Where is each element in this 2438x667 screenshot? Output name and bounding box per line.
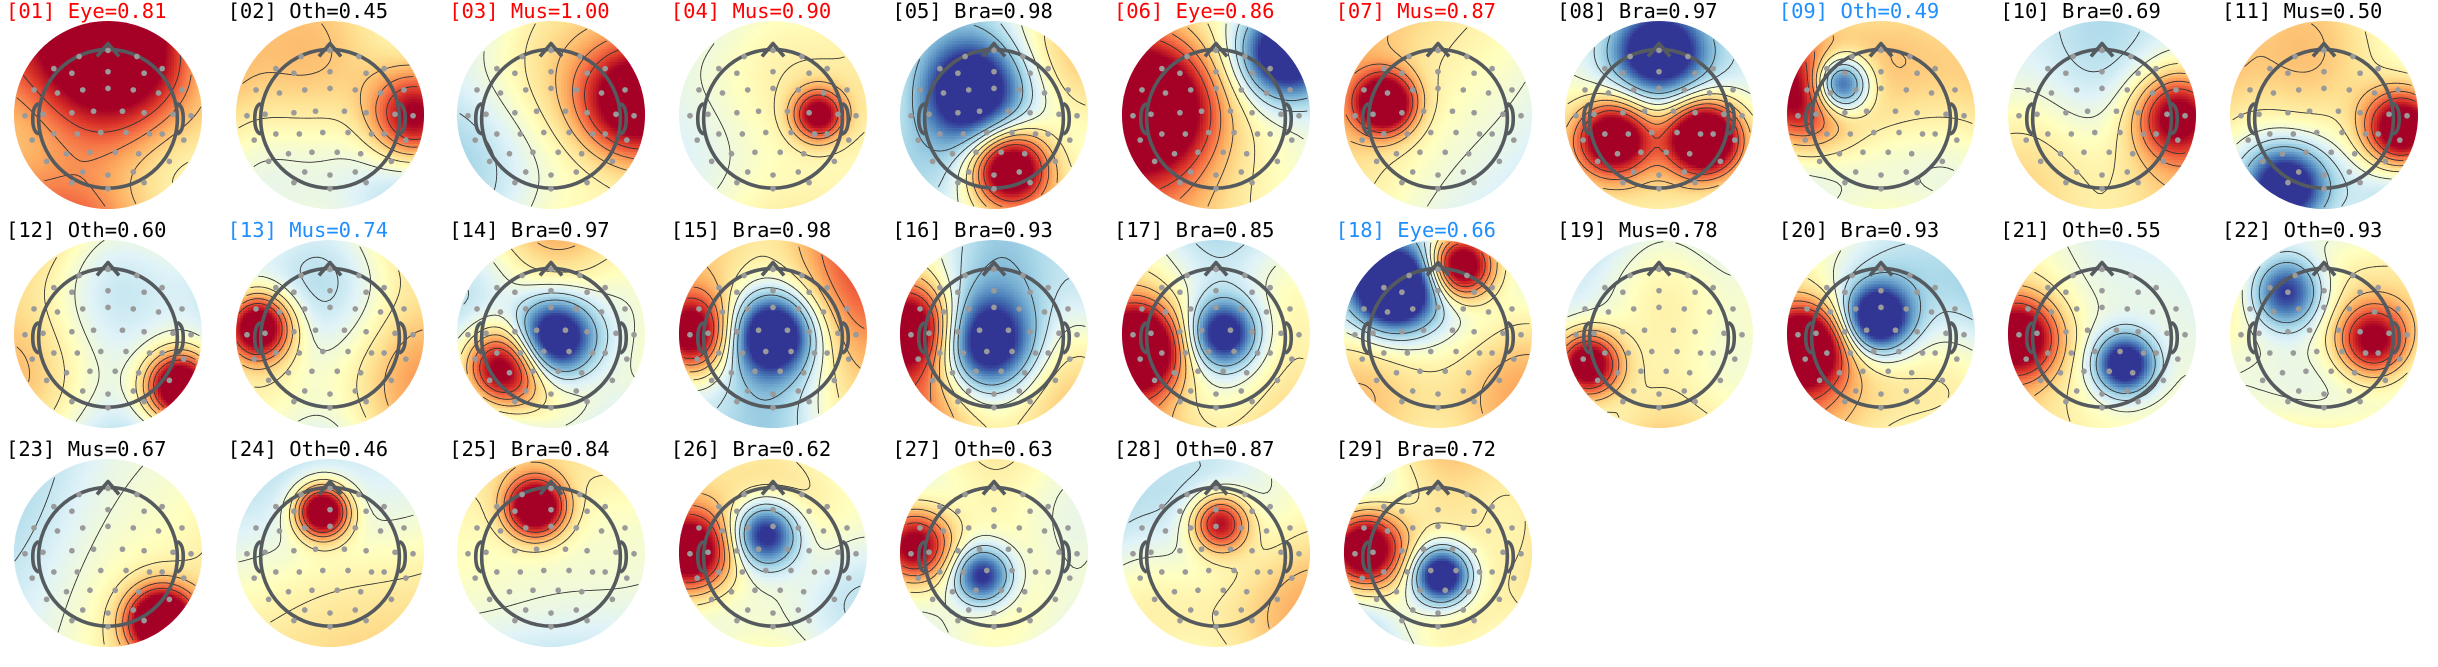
topomap-12[interactable] [8,243,208,431]
topomap-canvas [230,458,430,648]
topomap-cell-21[interactable]: [21] Oth=0.55 [1994,219,2216,438]
topomap-14[interactable] [451,243,651,431]
topomap-cell-26[interactable]: [26] Bra=0.62 [665,438,887,657]
topomap-cell-12[interactable]: [12] Oth=0.60 [0,219,222,438]
topomap-28[interactable] [1116,462,1316,650]
topomap-07[interactable] [1338,24,1538,212]
topomap-canvas [2224,239,2424,429]
topomap-canvas [8,239,208,429]
topomap-27[interactable] [894,462,1094,650]
topomap-canvas [1116,239,1316,429]
topomap-canvas [1338,458,1538,648]
topomap-cell-11[interactable]: [11] Mus=0.50 [2216,0,2438,219]
topomap-cell-15[interactable]: [15] Bra=0.98 [665,219,887,438]
topomap-canvas [1559,20,1759,210]
topomap-cell-01[interactable]: [01] Eye=0.81 [0,0,222,219]
topomap-canvas [894,239,1094,429]
topomap-canvas [1559,239,1759,429]
topomap-cell-02[interactable]: [02] Oth=0.45 [222,0,444,219]
topomap-canvas [451,458,651,648]
topomap-19[interactable] [1559,243,1759,431]
topomap-canvas [673,20,873,210]
topomap-cell-25[interactable]: [25] Bra=0.84 [443,438,665,657]
topomap-26[interactable] [673,462,873,650]
topomap-cell-10[interactable]: [10] Bra=0.69 [1994,0,2216,219]
topomap-21[interactable] [2002,243,2202,431]
topomap-canvas [673,458,873,648]
topomap-canvas [1116,20,1316,210]
topomap-cell-09[interactable]: [09] Oth=0.49 [1773,0,1995,219]
topomap-cell-18[interactable]: [18] Eye=0.66 [1330,219,1552,438]
topomap-04[interactable] [673,24,873,212]
topomap-canvas [2002,20,2202,210]
topomap-canvas [451,20,651,210]
topomap-cell-29[interactable]: [29] Bra=0.72 [1330,438,1552,657]
topomap-29[interactable] [1338,462,1538,650]
topomap-18[interactable] [1338,243,1538,431]
topomap-canvas [1781,239,1981,429]
topomap-16[interactable] [894,243,1094,431]
topomap-24[interactable] [230,462,430,650]
topomap-cell-05[interactable]: [05] Bra=0.98 [886,0,1108,219]
topomap-20[interactable] [1781,243,1981,431]
topomap-cell-03[interactable]: [03] Mus=1.00 [443,0,665,219]
topomap-cell-07[interactable]: [07] Mus=0.87 [1330,0,1552,219]
topomap-cell-23[interactable]: [23] Mus=0.67 [0,438,222,657]
topomap-cell-13[interactable]: [13] Mus=0.74 [222,219,444,438]
topomap-25[interactable] [451,462,651,650]
topomap-canvas [673,239,873,429]
topomap-canvas [2224,20,2424,210]
topomap-canvas [1338,239,1538,429]
topomap-cell-06[interactable]: [06] Eye=0.86 [1108,0,1330,219]
topomap-cell-24[interactable]: [24] Oth=0.46 [222,438,444,657]
topomap-05[interactable] [894,24,1094,212]
topomap-cell-16[interactable]: [16] Bra=0.93 [886,219,1108,438]
topomap-23[interactable] [8,462,208,650]
topomap-canvas [1116,458,1316,648]
topomap-cell-27[interactable]: [27] Oth=0.63 [886,438,1108,657]
topomap-canvas [8,458,208,648]
topomap-13[interactable] [230,243,430,431]
topomap-cell-22[interactable]: [22] Oth=0.93 [2216,219,2438,438]
topomap-canvas [2002,239,2202,429]
topomap-02[interactable] [230,24,430,212]
topomap-canvas [894,458,1094,648]
topomap-cell-04[interactable]: [04] Mus=0.90 [665,0,887,219]
topomap-canvas [8,20,208,210]
topomap-canvas [1781,20,1981,210]
topomap-cell-28[interactable]: [28] Oth=0.87 [1108,438,1330,657]
topomap-22[interactable] [2224,243,2424,431]
topomap-15[interactable] [673,243,873,431]
topomap-canvas [230,239,430,429]
topomap-canvas [894,20,1094,210]
topomap-08[interactable] [1559,24,1759,212]
topomap-17[interactable] [1116,243,1316,431]
topomap-cell-17[interactable]: [17] Bra=0.85 [1108,219,1330,438]
topomap-canvas [451,239,651,429]
topomap-10[interactable] [2002,24,2202,212]
topomap-06[interactable] [1116,24,1316,212]
topomap-cell-08[interactable]: [08] Bra=0.97 [1551,0,1773,219]
topomap-cell-19[interactable]: [19] Mus=0.78 [1551,219,1773,438]
topomap-cell-20[interactable]: [20] Bra=0.93 [1773,219,1995,438]
topomap-01[interactable] [8,24,208,212]
topomap-canvas [230,20,430,210]
topomap-03[interactable] [451,24,651,212]
topomap-11[interactable] [2224,24,2424,212]
topomap-cell-14[interactable]: [14] Bra=0.97 [443,219,665,438]
topomap-canvas [1338,20,1538,210]
topomap-09[interactable] [1781,24,1981,212]
